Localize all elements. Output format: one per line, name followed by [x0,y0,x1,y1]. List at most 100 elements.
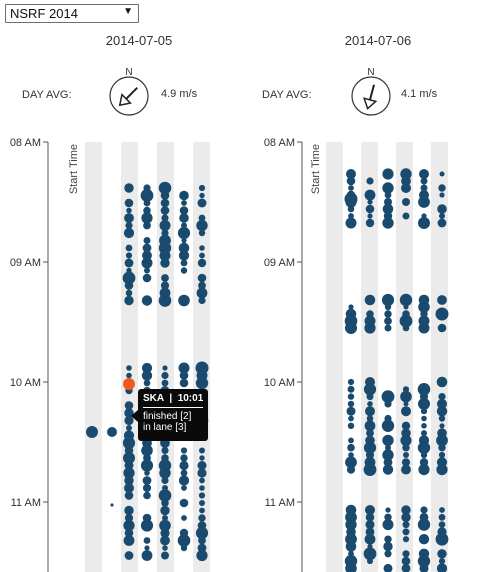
race-dot[interactable] [160,258,170,268]
race-dot[interactable] [367,401,373,407]
race-dot[interactable] [402,528,410,536]
race-dot[interactable] [347,422,355,429]
race-dot[interactable] [366,393,374,401]
race-dot[interactable] [161,379,169,387]
race-dot[interactable] [345,456,357,469]
race-dot[interactable] [347,378,355,386]
race-dot[interactable] [179,498,189,508]
race-dot[interactable] [417,441,431,454]
race-dot[interactable] [144,470,150,476]
race-dot[interactable] [384,535,392,543]
race-dot[interactable] [199,245,205,251]
race-dot[interactable] [159,519,171,532]
race-dot[interactable] [179,371,189,380]
race-dot[interactable] [179,460,189,471]
race-dot[interactable] [199,507,205,514]
race-dot[interactable] [143,237,151,244]
race-dot[interactable] [382,182,394,194]
race-dot[interactable] [122,271,136,285]
race-dot[interactable] [382,203,394,215]
race-dot[interactable] [143,537,151,544]
race-dot[interactable] [439,171,445,177]
race-dot[interactable] [161,446,169,455]
race-dot[interactable] [418,397,430,410]
race-dot[interactable] [365,204,375,214]
race-dot[interactable] [439,423,445,429]
race-dot[interactable] [438,444,446,452]
race-dot[interactable] [141,444,153,457]
race-dot[interactable] [144,267,150,274]
race-dot[interactable] [181,237,187,244]
race-dot[interactable] [403,304,409,310]
race-dot[interactable] [180,544,188,552]
race-dot[interactable] [198,229,206,237]
race-dot[interactable] [436,464,448,476]
race-dot[interactable] [198,281,206,290]
race-dot[interactable] [436,406,448,417]
race-dot[interactable] [197,258,207,268]
race-dot[interactable] [124,513,134,523]
race-dot[interactable] [141,212,153,224]
race-dot[interactable] [86,426,98,438]
race-dot[interactable] [402,198,410,206]
race-dot[interactable] [439,507,445,513]
race-dot[interactable] [402,550,410,558]
race-dot[interactable] [179,190,189,201]
race-dot[interactable] [159,220,171,231]
race-dot[interactable] [123,467,135,479]
race-dot[interactable] [141,257,153,269]
race-dot[interactable] [143,206,151,215]
race-dot[interactable] [160,535,170,546]
race-dot[interactable] [161,274,169,282]
race-dot[interactable] [181,485,187,491]
race-dot[interactable] [140,189,154,202]
regatta-select[interactable]: NSRF 2014 ▼ [5,4,139,23]
race-dot[interactable] [421,415,427,422]
race-dot[interactable] [365,527,375,537]
race-dot[interactable] [179,213,189,223]
race-dot[interactable] [383,457,393,467]
race-dot[interactable] [401,464,411,475]
race-dot[interactable] [400,168,412,180]
race-dot[interactable] [438,451,446,459]
race-dot[interactable] [125,289,133,297]
race-dot[interactable] [348,415,354,422]
race-dot[interactable] [124,551,134,560]
race-dot[interactable] [437,218,447,228]
race-dot[interactable] [346,169,356,179]
race-dot[interactable] [347,385,355,393]
race-dot[interactable] [347,205,355,213]
race-dot[interactable] [384,310,392,318]
race-dot[interactable] [199,485,205,491]
race-dot[interactable] [382,519,394,531]
race-dot[interactable] [437,398,447,409]
race-dot[interactable] [344,192,358,206]
race-dot[interactable] [124,258,134,268]
race-dot[interactable] [437,295,447,305]
race-dot[interactable] [399,293,413,307]
race-dot[interactable] [348,304,354,310]
race-dot[interactable] [346,406,356,416]
race-dot[interactable] [364,420,376,432]
race-dot[interactable] [159,467,171,479]
race-dot[interactable] [435,532,449,546]
race-dot[interactable] [436,563,448,572]
race-dot[interactable] [124,491,134,500]
race-dot[interactable] [381,293,395,307]
race-dot[interactable] [160,281,170,290]
race-dot[interactable] [382,449,394,461]
race-dot[interactable] [364,294,376,306]
race-dot[interactable] [178,242,190,254]
race-dot[interactable] [347,443,355,452]
race-dot[interactable] [345,518,357,531]
race-dot[interactable] [198,536,206,545]
race-dot[interactable] [179,206,189,215]
race-dot[interactable] [196,549,208,562]
race-dot[interactable] [418,217,430,229]
race-dot[interactable] [438,558,446,565]
race-dot[interactable] [401,556,411,566]
race-dot[interactable] [402,386,410,393]
race-dot[interactable] [126,425,132,431]
race-dot[interactable] [179,378,189,388]
race-dot[interactable] [124,483,134,493]
